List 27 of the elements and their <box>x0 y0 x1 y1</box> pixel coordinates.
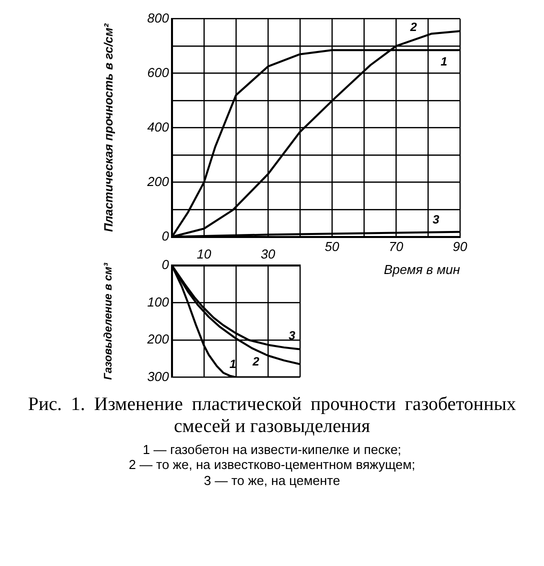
series-label: 3 <box>288 328 296 343</box>
y-tick-label: 0 <box>162 228 170 244</box>
y-axis-title: Пластическая прочность в гс/см² <box>102 22 116 232</box>
x-tick-label: 70 <box>388 239 404 254</box>
text: 2 — то же, на известково-цементном вяжущем; <box>128 457 416 473</box>
y-tick-label: 0 <box>162 257 170 272</box>
y-tick-label: 200 <box>146 332 170 347</box>
series-label: 2 <box>409 20 418 34</box>
y-tick-label: 200 <box>146 174 170 189</box>
y-tick-label: 300 <box>147 368 170 384</box>
x-tick-label: 90 <box>452 239 468 254</box>
x-tick-label: 50 <box>324 239 340 254</box>
text: 1 — газобетон на извести-кипелке и песке; <box>142 442 402 458</box>
y-tick-label: 100 <box>147 294 170 310</box>
x-axis-title: Время в мин <box>384 262 460 277</box>
y-tick-label: 600 <box>147 64 170 80</box>
series-label: 2 <box>252 354 260 368</box>
y-tick-label: 800 <box>147 10 170 26</box>
text: Рис. 1. Изменение пластической прочности газобетонных смесей и газовыделения <box>28 394 516 438</box>
x-tick-label: 30 <box>260 246 276 262</box>
series-label: 1 <box>229 356 236 371</box>
series-label: 1 <box>440 54 448 68</box>
text: 3 — то же, на цементе <box>202 472 342 488</box>
x-tick-label: 10 <box>196 246 212 262</box>
y-axis-title: Газовыделение в см³ <box>102 262 115 380</box>
y-tick-label: 400 <box>147 119 170 134</box>
series-label: 3 <box>432 212 440 227</box>
